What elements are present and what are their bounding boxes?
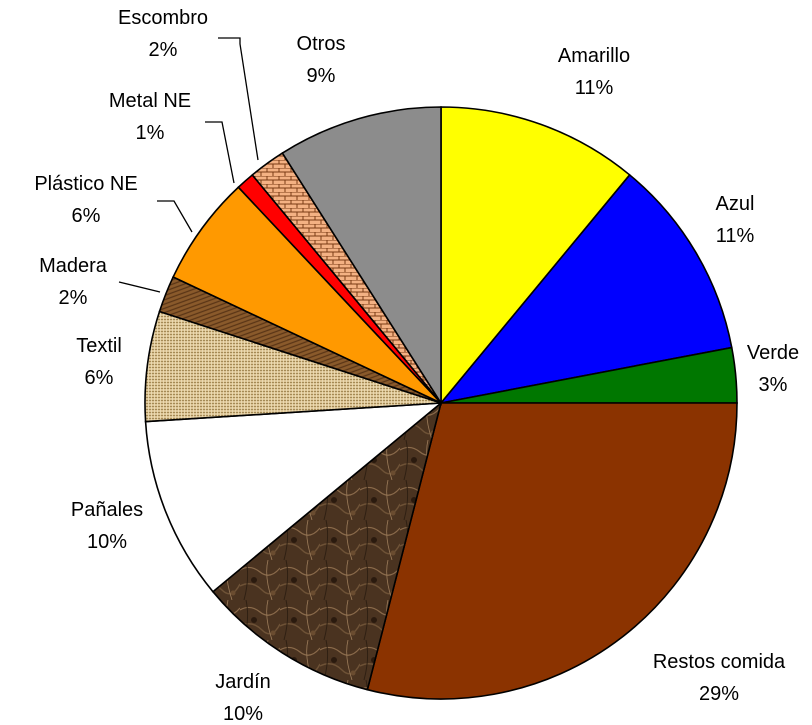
- escombro-leader: [218, 37, 259, 161]
- data-label-panales: Pañales 10%: [71, 499, 143, 553]
- data-label-restos-comida: Restos comida 29%: [653, 651, 786, 705]
- slice-panales: [144, 402, 444, 593]
- data-label-textil: Textil 6%: [76, 335, 122, 389]
- data-label-otros: Otros 9%: [297, 33, 346, 87]
- data-label-escombro: Escombro 2%: [118, 7, 208, 61]
- data-label-plastico-ne: Plástico NE 6%: [34, 173, 137, 227]
- slice-otros: [281, 106, 442, 406]
- slice-restos-comida: [366, 402, 738, 700]
- plastico-ne-leader: [157, 200, 193, 233]
- slice-azul: [438, 173, 733, 405]
- madera-leader: [118, 281, 161, 293]
- slice-jardin: [211, 400, 443, 691]
- data-label-verde: Verde 3%: [747, 342, 799, 396]
- data-label-metal-ne: Metal NE 1%: [109, 90, 191, 144]
- metal-ne-leader: [205, 121, 235, 184]
- data-label-amarillo: Amarillo 11%: [558, 45, 630, 99]
- data-label-madera: Madera 2%: [39, 255, 108, 309]
- slice-amarillo: [440, 106, 631, 406]
- data-label-jardin: Jardín 10%: [215, 671, 271, 725]
- data-label-azul: Azul 11%: [716, 193, 755, 247]
